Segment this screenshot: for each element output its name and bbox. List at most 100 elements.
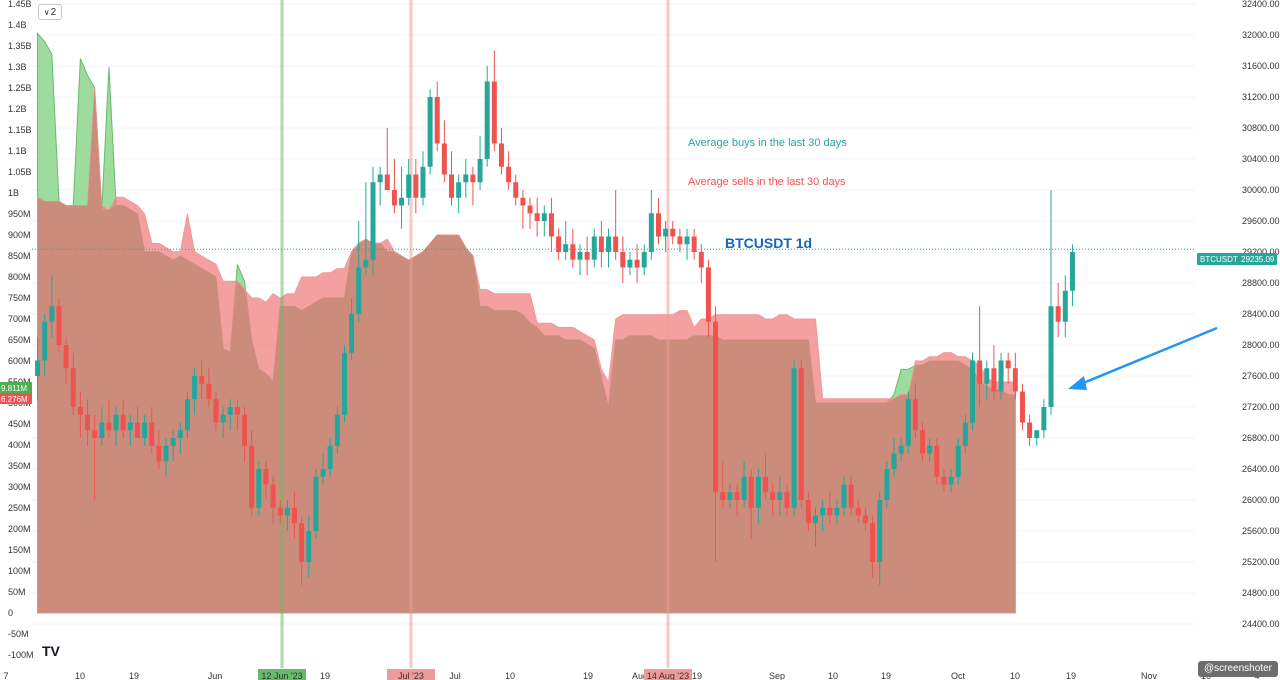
x-axis-highlight <box>258 669 306 680</box>
x-axis-tick: 19 <box>129 671 139 680</box>
candle-body <box>534 213 540 221</box>
candle-body <box>420 166 426 198</box>
chart-title: BTCUSDT 1d <box>725 235 812 251</box>
x-axis-tick: 19 <box>1066 671 1076 680</box>
candle-body <box>798 368 804 500</box>
candle-body <box>755 476 761 508</box>
volume-label-sells: 6.276M <box>0 393 32 404</box>
left-axis-tick: -100M <box>8 650 34 660</box>
candle-body <box>370 182 376 260</box>
candle-body <box>713 321 719 493</box>
right-axis-tick: 32400.00 <box>1242 0 1280 9</box>
candle-body <box>192 376 198 400</box>
candle-body <box>399 197 405 206</box>
left-axis-tick: 800M <box>8 272 31 282</box>
candle-body <box>827 507 833 516</box>
candle-body <box>705 267 711 322</box>
candle-body <box>870 523 876 562</box>
candle-body <box>570 244 576 260</box>
candle-body <box>641 252 647 268</box>
left-volume-axis: 1.45B 1.4B 1.35B 1.3B 1.25B 1.2B 1.15B 1.1B 1.05… <box>8 0 34 660</box>
candle-body <box>655 213 661 237</box>
left-axis-tick: 1.4B <box>8 20 27 30</box>
candle-body <box>677 236 683 245</box>
right-axis-tick: 30800.00 <box>1242 123 1280 133</box>
right-axis-tick: 26000.00 <box>1242 495 1280 505</box>
x-axis-tick: 10 <box>1010 671 1020 680</box>
right-axis-tick: 27600.00 <box>1242 371 1280 381</box>
candle-body <box>1034 430 1040 438</box>
right-axis-tick: 32000.00 <box>1242 30 1280 40</box>
candle-body <box>998 360 1004 392</box>
left-axis-tick: 1.2B <box>8 104 27 114</box>
candle-body <box>877 500 883 562</box>
x-axis-tick: 10 <box>828 671 838 680</box>
chevron-down-icon: ∨ <box>43 7 50 17</box>
candle-body <box>470 174 476 183</box>
candle-body <box>270 484 276 508</box>
candle-body <box>284 507 290 516</box>
right-axis-tick: 26800.00 <box>1242 433 1280 443</box>
candle-body <box>820 507 826 516</box>
left-axis-tick: 1.3B <box>8 62 27 72</box>
candle-body <box>35 360 41 376</box>
candle-body <box>1055 306 1061 322</box>
left-axis-tick: 300M <box>8 482 31 492</box>
candle-body <box>220 414 226 423</box>
candle-body <box>227 407 233 415</box>
candle-body <box>763 476 769 493</box>
x-axis-tick: 19 <box>881 671 891 680</box>
candle-body <box>648 213 654 252</box>
date-markers <box>280 0 670 668</box>
candle-body <box>627 259 633 268</box>
left-axis-tick: 1B <box>8 188 19 198</box>
candle-body <box>841 484 847 508</box>
candle-body <box>306 531 312 562</box>
candle-body <box>49 306 55 322</box>
left-axis-tick: 0 <box>8 608 13 618</box>
candle-body <box>1019 391 1025 423</box>
candle-body <box>541 213 547 221</box>
candle-body <box>363 259 369 268</box>
candle-body <box>56 306 62 345</box>
candle-body <box>613 236 619 252</box>
price-label-symbol: BTCUSDT <box>1200 255 1238 264</box>
candle-body <box>149 422 155 446</box>
candle-body <box>777 492 783 500</box>
candle-body <box>813 515 818 524</box>
candle-body <box>134 422 140 438</box>
candle-body <box>498 143 504 167</box>
indicator-count: 2 <box>50 6 57 18</box>
left-axis-tick: 1.05B <box>8 167 32 177</box>
x-axis-tick: Oct <box>951 671 966 680</box>
candle-body <box>77 407 83 415</box>
candle-body <box>199 376 205 384</box>
candle-body <box>770 492 776 500</box>
candle-body <box>277 507 283 516</box>
left-axis-tick: 650M <box>8 335 31 345</box>
candle-body <box>92 430 98 438</box>
indicator-collapse-button[interactable]: ∨ 2 <box>38 4 62 20</box>
candle-body <box>427 97 433 167</box>
candle-body <box>698 252 704 268</box>
x-axis-highlight-label: Jul '23 <box>398 671 424 680</box>
candle-body <box>934 445 940 477</box>
x-axis-tick: 19 <box>320 671 330 680</box>
candle-body <box>206 383 212 400</box>
watermark-badge: @screenshoter <box>1198 661 1278 677</box>
left-axis-tick: -50M <box>8 629 29 639</box>
candle-body <box>106 422 112 431</box>
candle-body <box>391 190 397 206</box>
candle-body <box>941 476 947 485</box>
candle-body <box>170 438 176 446</box>
pointer-arrow <box>1068 326 1218 390</box>
candle-body <box>477 159 483 183</box>
candle-body <box>991 368 997 392</box>
date-marker <box>666 0 670 668</box>
candle-body <box>184 399 190 431</box>
candle-body <box>734 492 740 500</box>
candle-body <box>299 523 305 562</box>
left-axis-tick: 1.25B <box>8 83 32 93</box>
left-axis-tick: 150M <box>8 545 31 555</box>
